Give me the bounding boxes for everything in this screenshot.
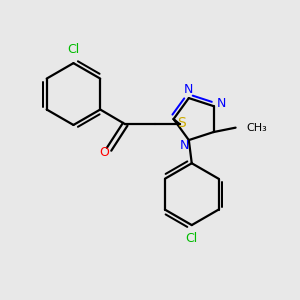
Text: N: N [180,140,189,152]
Text: S: S [177,116,186,130]
Text: O: O [99,146,109,159]
Text: Cl: Cl [67,43,80,56]
Text: N: N [184,83,194,96]
Text: N: N [217,97,226,110]
Text: CH₃: CH₃ [246,123,267,133]
Text: Cl: Cl [186,232,198,245]
